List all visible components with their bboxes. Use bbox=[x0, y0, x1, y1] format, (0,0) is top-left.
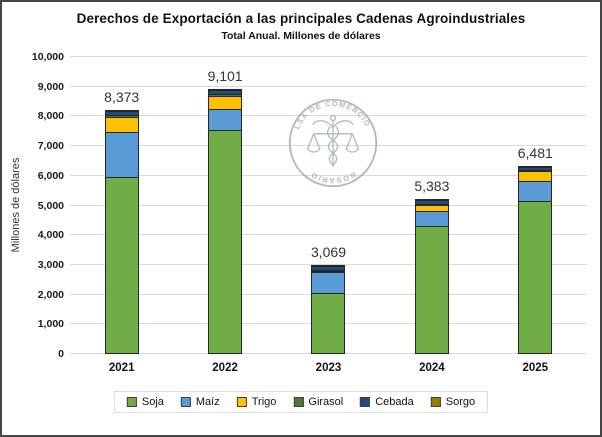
gridline-8000 bbox=[70, 115, 587, 117]
bar-segment-maíz-2024 bbox=[414, 211, 449, 227]
legend-swatch-maíz bbox=[180, 397, 191, 407]
bar-segment-soja-2025 bbox=[518, 201, 553, 354]
x-axis-label-2024: 2024 bbox=[419, 362, 445, 374]
y-tick-label-3000: 3,000 bbox=[37, 258, 64, 271]
bar-segment-soja-2023 bbox=[311, 293, 346, 354]
bar-segment-trigo-2022 bbox=[208, 96, 243, 110]
legend-label-sorgo: Sorgo bbox=[445, 396, 476, 408]
chart-title: Derechos de Exportación a las principale… bbox=[76, 11, 526, 26]
legend-item-soja: Soja bbox=[126, 396, 164, 408]
total-label-2022: 9,101 bbox=[207, 68, 243, 84]
y-tick-label-0: 0 bbox=[58, 348, 64, 360]
stacked-bar-2024 bbox=[414, 199, 449, 354]
plot-area: BOLSA DE COMERCIO DE ROSARIO 8,373 9,101 3… bbox=[70, 56, 587, 354]
bar-column-2021: 8,373 bbox=[70, 57, 173, 354]
legend-item-sorgo: Sorgo bbox=[430, 396, 476, 408]
y-tick-label-9000: 9,000 bbox=[37, 80, 64, 93]
bar-segment-maíz-2022 bbox=[208, 109, 243, 131]
bar-segment-soja-2022 bbox=[208, 130, 243, 354]
legend-item-girasol: Girasol bbox=[293, 396, 343, 408]
y-tick-label-5000: 5,000 bbox=[37, 199, 64, 212]
gridline-6000 bbox=[70, 174, 587, 176]
stacked-bar-2023 bbox=[311, 265, 346, 354]
y-tick-label-7000: 7,000 bbox=[37, 140, 64, 153]
legend-label-trigo: Trigo bbox=[251, 396, 277, 408]
y-tick-label-1000: 1,000 bbox=[37, 318, 64, 331]
y-tick-label-2000: 2,000 bbox=[37, 288, 64, 301]
bar-column-2025: 6,481 bbox=[484, 57, 587, 354]
y-tick-label-4000: 4,000 bbox=[37, 229, 64, 242]
legend-swatch-soja bbox=[126, 397, 137, 407]
x-axis-label-2025: 2025 bbox=[522, 362, 549, 374]
bar-column-2024: 5,383 bbox=[380, 57, 483, 354]
total-label-2021: 8,373 bbox=[104, 89, 140, 105]
gridline-10000 bbox=[70, 56, 587, 57]
x-axis-labels: 2021 2022 2023 2024 2025 bbox=[70, 362, 587, 374]
gridline-3000 bbox=[70, 263, 587, 265]
legend: Soja Maíz Trigo Girasol Cebada Sorgo bbox=[113, 391, 489, 413]
legend-item-maíz: Maíz bbox=[180, 396, 220, 408]
total-label-2024: 5,383 bbox=[414, 178, 450, 194]
legend-swatch-sorgo bbox=[430, 397, 441, 407]
bar-column-2022: 9,101 bbox=[173, 57, 276, 354]
bar-segment-maíz-2021 bbox=[104, 132, 139, 178]
y-tick-label-10000: 10,000 bbox=[31, 51, 64, 63]
legend-item-trigo: Trigo bbox=[236, 396, 277, 408]
bar-segment-trigo-2021 bbox=[104, 117, 139, 133]
total-label-2023: 3,069 bbox=[310, 244, 346, 260]
bar-segment-maíz-2025 bbox=[518, 181, 553, 202]
scales-caduceus-icon bbox=[306, 115, 360, 167]
stacked-bar-2025 bbox=[518, 166, 553, 354]
y-tick-label-6000: 6,000 bbox=[37, 169, 64, 182]
watermark-outer-circle bbox=[288, 98, 378, 188]
bar-column-2023: 3,069 bbox=[277, 57, 380, 354]
gridline-5000 bbox=[70, 204, 587, 206]
legend-label-soja: Soja bbox=[141, 396, 164, 408]
legend-label-maíz: Maíz bbox=[195, 396, 220, 408]
legend-swatch-cebada bbox=[360, 397, 371, 407]
x-axis-label-2023: 2023 bbox=[315, 362, 342, 374]
bar-series-container: 8,373 9,101 3,069 5,383 6,481 bbox=[70, 57, 587, 354]
bar-segment-maíz-2023 bbox=[311, 272, 346, 294]
total-label-2025: 6,481 bbox=[517, 145, 553, 161]
stacked-bar-2022 bbox=[208, 89, 243, 354]
bar-segment-soja-2021 bbox=[104, 177, 139, 354]
bolsa-comercio-rosario-watermark-logo: BOLSA DE COMERCIO DE ROSARIO bbox=[287, 97, 378, 188]
y-tick-label-8000: 8,000 bbox=[37, 110, 64, 123]
gridline-9000 bbox=[70, 85, 587, 87]
gridline-4000 bbox=[70, 234, 587, 236]
x-axis-label-2021: 2021 bbox=[108, 362, 135, 374]
legend-label-cebada: Cebada bbox=[375, 396, 414, 408]
legend-label-girasol: Girasol bbox=[308, 396, 344, 408]
chart-subtitle: Total Anual. Millones de dólares bbox=[221, 30, 381, 42]
legend-swatch-girasol bbox=[293, 397, 304, 407]
x-axis-label-2022: 2022 bbox=[212, 362, 238, 374]
legend-item-cebada: Cebada bbox=[360, 396, 414, 408]
stacked-bar-2021 bbox=[104, 110, 139, 354]
legend-swatch-trigo bbox=[236, 397, 247, 407]
bar-segment-soja-2024 bbox=[414, 226, 449, 354]
